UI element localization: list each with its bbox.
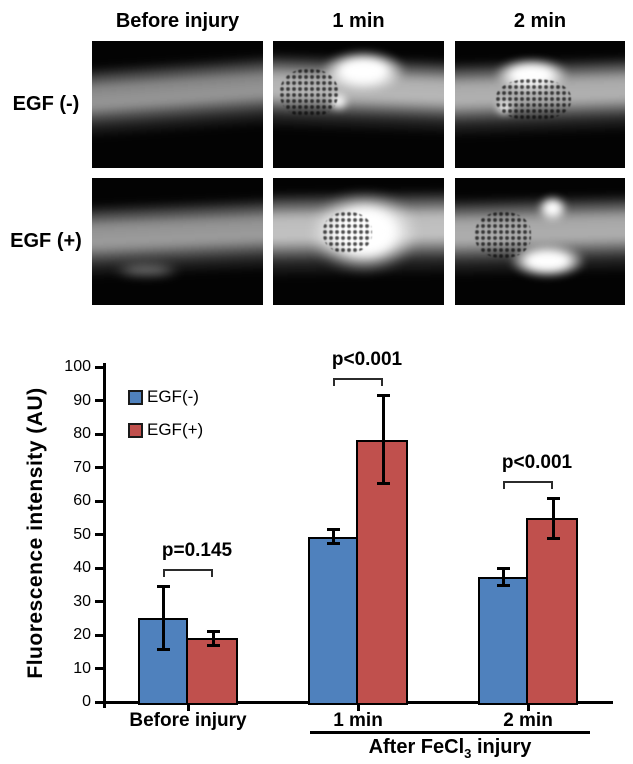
y-axis-tick-label: 60 [73, 492, 91, 509]
y-axis-tick [95, 399, 104, 402]
significance-bracket [163, 569, 213, 578]
error-bar-line [161, 586, 165, 651]
x-axis-tick [526, 704, 530, 711]
p-value-label: p<0.001 [501, 452, 573, 474]
error-bar-cap-bottom [376, 482, 390, 486]
bar-egf-1-min [308, 536, 358, 705]
legend-swatch-egf-plus [128, 422, 143, 438]
y-axis-tick-label: 50 [73, 525, 91, 543]
clot-speckle-texture [475, 212, 532, 258]
column-header-1-min: 1 min [332, 10, 385, 32]
x-category-label-before-injury: Before injury [129, 710, 247, 731]
error-bar-line [381, 395, 385, 485]
bar-egf-before-injury [186, 638, 238, 705]
thrombus-bright-spot [538, 195, 568, 222]
y-axis-tick-label: 80 [73, 425, 91, 442]
y-axis-tick-label: 100 [64, 358, 91, 375]
x-axis-tick [186, 704, 190, 711]
y-axis-tick-label: 20 [73, 626, 91, 643]
micrograph-egf-plus-1-min [273, 178, 444, 305]
y-axis-tick [95, 700, 104, 704]
error-bar-line [331, 529, 335, 545]
after-injury-group-underline [310, 731, 590, 734]
y-axis-tick [95, 566, 104, 570]
micrograph-egf-minus-before-injury [92, 41, 263, 168]
p-value-label: p<0.001 [331, 349, 403, 371]
y-axis-tick [95, 533, 104, 536]
significance-bracket [503, 481, 553, 490]
error-bar-cap-bottom [206, 644, 220, 648]
row-label-egf-minus: EGF (-) [12, 93, 80, 115]
x-axis-tick [356, 704, 360, 711]
error-bar-line [551, 498, 555, 539]
y-axis-tick [95, 365, 104, 369]
y-axis-tick [95, 499, 104, 503]
y-axis-tick-label: 30 [73, 592, 91, 610]
group-label-text: After FeCl [368, 736, 465, 758]
clot-speckle-texture [322, 212, 373, 253]
legend-item-egf-minus: EGF(-) [128, 387, 203, 407]
error-bar-cap-bottom [496, 583, 510, 587]
bar-egf-2-min [526, 518, 578, 705]
error-bar-cap-bottom [546, 536, 560, 540]
error-bar-cap-top [496, 567, 510, 571]
p-value-label: p=0.145 [161, 540, 233, 562]
row-label-egf-plus: EGF (+) [10, 230, 82, 252]
legend-label: EGF(-) [147, 387, 199, 406]
y-axis-tick [95, 667, 104, 670]
y-axis-tick-label: 0 [82, 693, 91, 710]
y-axis-tick-label: 90 [73, 391, 91, 409]
clot-speckle-texture [279, 68, 338, 118]
y-axis-tick [95, 633, 104, 637]
error-bar-cap-top [546, 497, 560, 501]
y-axis-tick [95, 466, 104, 469]
legend-item-egf-plus: EGF(+) [128, 420, 203, 440]
error-bar-line [501, 568, 505, 586]
y-axis-tick-label: 10 [73, 659, 91, 677]
column-header-2-min: 2 min [513, 10, 567, 32]
legend-swatch-egf-minus [128, 389, 143, 405]
micrograph-egf-plus-2-min [455, 178, 625, 305]
legend-label: EGF(+) [147, 420, 204, 439]
x-category-label-2-min: 2 min [503, 710, 553, 731]
clot-speckle-texture [495, 79, 571, 120]
x-category-label-1-min: 1 min [333, 710, 383, 731]
micrograph-egf-plus-before-injury [92, 178, 263, 305]
y-axis-tick-label: 70 [73, 458, 91, 476]
group-label-text: injury [471, 736, 532, 758]
error-bar-cap-top [206, 629, 220, 633]
error-bar-cap-top [326, 528, 340, 532]
y-axis-tick [95, 432, 104, 436]
y-axis-tick [95, 600, 104, 603]
error-bar-cap-bottom [156, 648, 170, 652]
error-bar-cap-bottom [326, 542, 340, 546]
micrograph-egf-minus-2-min [455, 41, 625, 168]
after-injury-group-label: After FeCl3 injury [310, 736, 590, 761]
group-label-subscript: 3 [464, 746, 472, 761]
error-bar-cap-top [156, 585, 170, 589]
y-axis-line [103, 363, 106, 708]
y-axis-tick-label: 40 [73, 559, 91, 576]
micrograph-egf-minus-1-min [273, 41, 444, 168]
y-axis-title: Fluorescence intensity (AU) [24, 387, 47, 679]
significance-bracket [333, 378, 383, 387]
legend: EGF(-) EGF(+) [128, 387, 203, 453]
vessel-edge-highlight [112, 264, 181, 278]
error-bar-line [211, 630, 215, 647]
bar-egf-2-min [478, 577, 528, 705]
column-header-before-injury: Before injury [115, 10, 240, 32]
error-bar-cap-top [376, 394, 390, 398]
